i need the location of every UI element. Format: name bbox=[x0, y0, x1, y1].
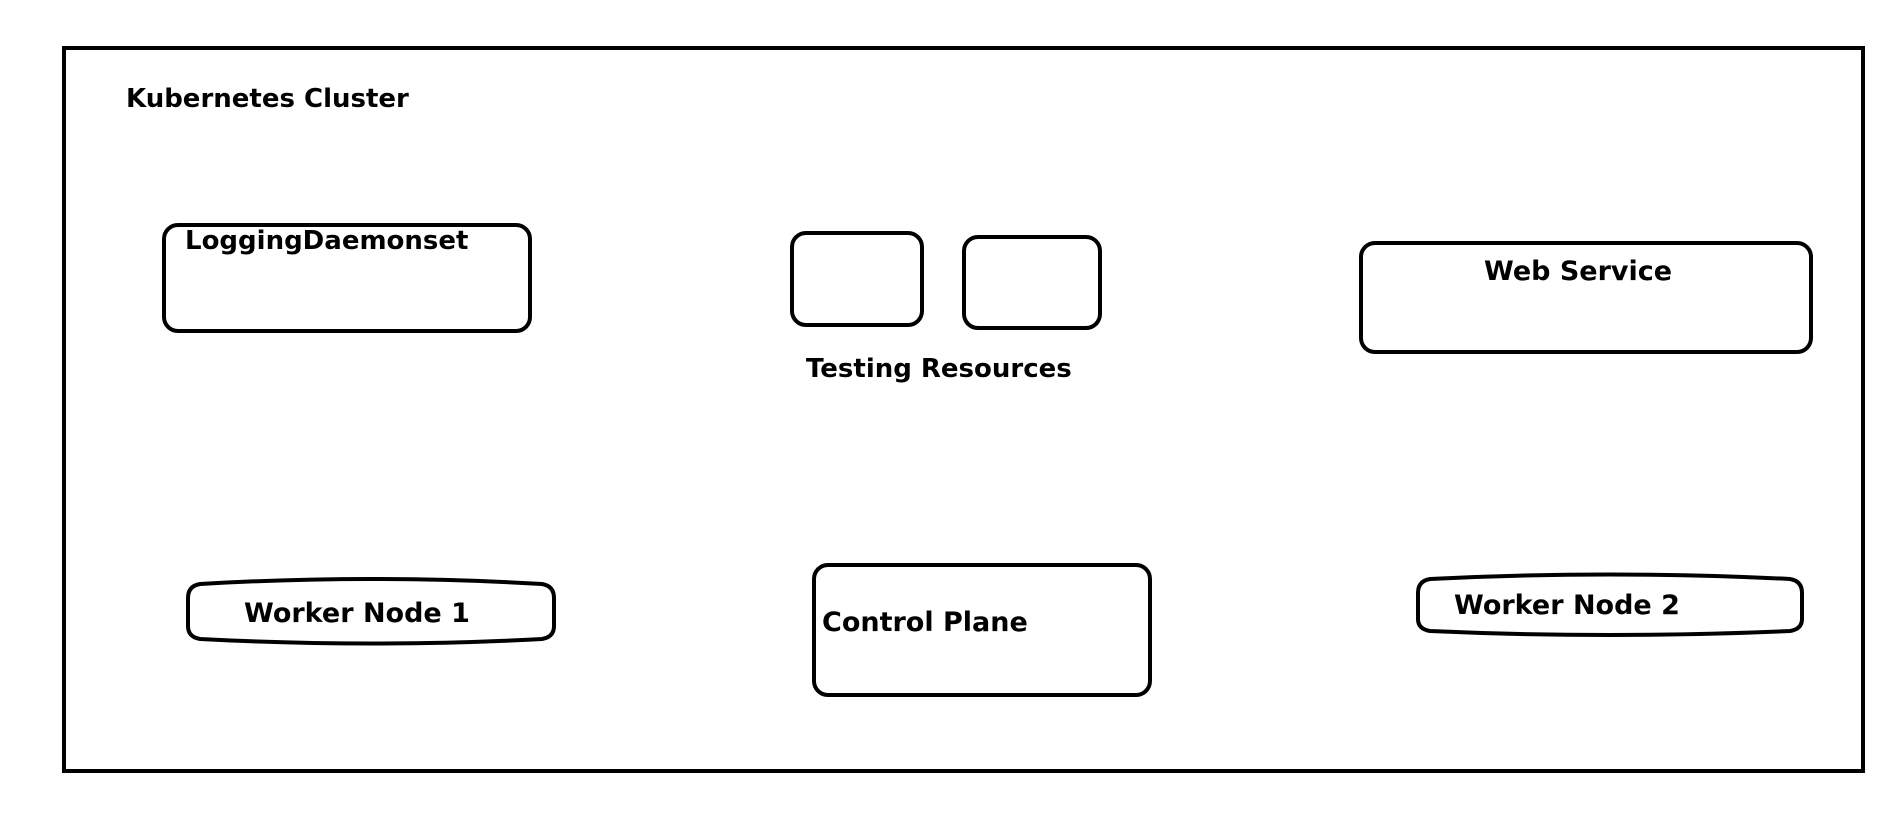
cluster-label: Kubernetes Cluster bbox=[126, 84, 409, 114]
worker-node-1-shape bbox=[186, 577, 556, 646]
worker-node-2-label: Worker Node 2 bbox=[1454, 590, 1680, 621]
control-plane-box bbox=[812, 563, 1152, 697]
web-service-box bbox=[1359, 241, 1813, 354]
logging-daemonset-box bbox=[162, 223, 532, 333]
control-plane-label: Control Plane bbox=[822, 607, 1028, 638]
testing-resources-label: Testing Resources bbox=[806, 354, 1072, 384]
worker-node-1-label: Worker Node 1 bbox=[244, 598, 470, 629]
testing-resource-box-2 bbox=[962, 235, 1102, 330]
testing-resource-box-1 bbox=[790, 231, 924, 327]
kubernetes-cluster-boundary bbox=[62, 46, 1865, 773]
worker-node-2-shape bbox=[1416, 572, 1804, 637]
logging-daemonset-label: LoggingDaemonset bbox=[185, 226, 469, 256]
web-service-label: Web Service bbox=[1484, 256, 1673, 287]
